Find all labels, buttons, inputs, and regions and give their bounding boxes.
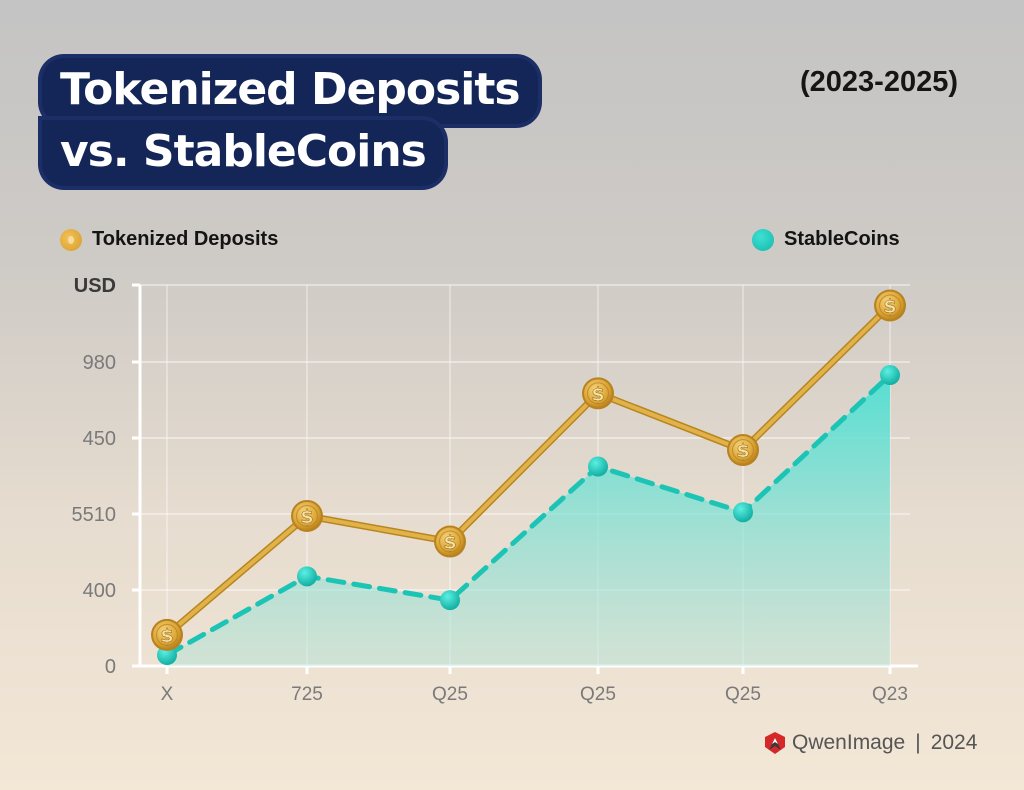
series-layer: $ $ $ $ $ $ xyxy=(151,289,906,666)
dollar-coin-icon: $ xyxy=(582,377,614,410)
x-tick-label: Q25 xyxy=(580,684,616,705)
svg-text:$: $ xyxy=(736,440,749,462)
brand-year: 2024 xyxy=(930,731,978,754)
y-axis-unit: USD xyxy=(74,275,116,297)
stablecoins-area xyxy=(167,375,890,666)
svg-text:$: $ xyxy=(883,295,896,317)
y-tick-label: 0 xyxy=(105,656,116,678)
svg-text:$: $ xyxy=(443,532,456,554)
dollar-coin-icon: $ xyxy=(291,499,323,532)
x-tick-label: Q25 xyxy=(725,684,761,705)
x-tick-label: Q25 xyxy=(432,684,468,705)
y-tick-label: 450 xyxy=(83,428,116,450)
svg-text:$: $ xyxy=(160,625,173,647)
y-tick-label: 980 xyxy=(83,352,116,374)
stablecoins-point xyxy=(880,365,900,386)
legend-stablecoins: StableCoins xyxy=(752,228,900,251)
title-line-2: vs. StableCoins xyxy=(42,120,444,186)
y-tick-label: 400 xyxy=(83,580,116,602)
x-tick-label: Q23 xyxy=(872,684,908,705)
title-line-1: Tokenized Deposits xyxy=(42,58,538,124)
stablecoins-point xyxy=(297,566,317,587)
brand-separator: | xyxy=(915,731,921,754)
y-tick-label: 5510 xyxy=(72,504,117,526)
legend-label: Tokenized Deposits xyxy=(92,228,279,250)
tokenized-deposits-line xyxy=(165,304,892,637)
dollar-coin-icon: $ xyxy=(727,434,759,467)
legend-tokenized-deposits: Tokenized Deposits xyxy=(60,228,278,251)
svg-text:$: $ xyxy=(591,383,604,405)
stablecoins-point xyxy=(733,502,753,523)
brand-name: QwenImage xyxy=(792,731,906,754)
x-tick-label: X xyxy=(161,684,174,705)
x-tick-label: 725 xyxy=(291,684,323,705)
dollar-coin-icon: $ xyxy=(874,289,906,322)
footer-brand: QwenImage | 2024 xyxy=(764,731,977,755)
stablecoins-line xyxy=(164,372,893,658)
dollar-coin-icon: $ xyxy=(151,618,183,651)
dollar-coin-icon: $ xyxy=(434,525,466,558)
stablecoins-point xyxy=(588,456,608,477)
stablecoins-point xyxy=(440,590,460,611)
svg-text:$: $ xyxy=(300,506,313,528)
brand-logo-icon xyxy=(765,732,785,754)
teal-dot-icon xyxy=(752,228,774,251)
gold-coin-icon xyxy=(60,228,82,251)
chart-subtitle: (2023-2025) xyxy=(800,66,958,98)
legend-label: StableCoins xyxy=(784,228,900,250)
chart-title: Tokenized Deposits vs. StableCoins xyxy=(42,58,538,186)
